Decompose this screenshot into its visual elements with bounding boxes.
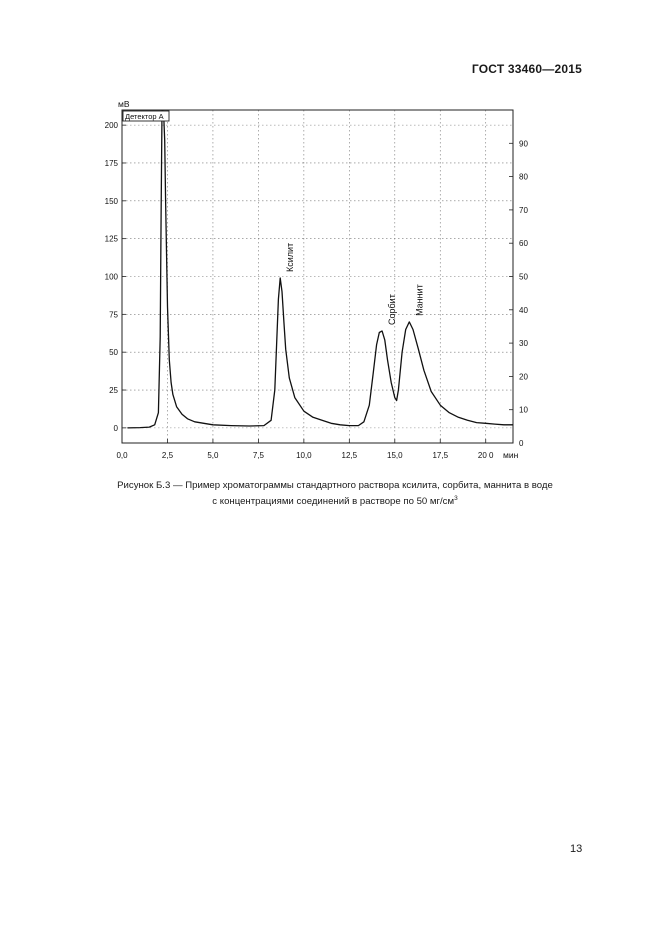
- detector-legend-box: Детектор А: [122, 110, 170, 122]
- y-right-tick-label: 80: [519, 173, 528, 182]
- y-right-tick-label: 40: [519, 306, 528, 315]
- y-tick-label: 125: [105, 235, 119, 244]
- x-tick-label: 0,0: [116, 451, 128, 460]
- y-tick-label: 75: [109, 310, 118, 319]
- detector-legend-frame: [122, 110, 170, 122]
- page-number: 13: [570, 843, 583, 855]
- x-tick-label: 12,5: [342, 451, 358, 460]
- y-tick-label: 175: [105, 159, 119, 168]
- x-axis-label: мин: [503, 450, 519, 460]
- y-right-tick-label: 0: [519, 439, 524, 448]
- y-tick-label: 25: [109, 386, 118, 395]
- detector-legend-label: Детектор А: [125, 112, 164, 121]
- x-tick-label: 15,0: [387, 451, 403, 460]
- y-tick-label: 50: [109, 348, 118, 357]
- y-right-tick-label: 10: [519, 406, 528, 415]
- y-right-tick-label: 20: [519, 372, 528, 381]
- x-tick-label: 7,5: [253, 451, 265, 460]
- y-right-tick-label: 90: [519, 139, 528, 148]
- y-tick-label: 100: [105, 273, 119, 282]
- peak-label: Сорбит: [387, 294, 397, 325]
- x-tick-label: 20 0: [478, 451, 494, 460]
- y-tick-label: 200: [105, 121, 119, 130]
- y-tick-label: 0: [114, 424, 119, 433]
- caption-line-2: с концентрациями соединений в растворе п…: [212, 496, 455, 508]
- x-tick-label: 5,0: [207, 451, 219, 460]
- caption-line-2-wrap: с концентрациями соединений в растворе п…: [60, 492, 610, 508]
- document-code: ГОСТ 33460—2015: [471, 62, 582, 76]
- y-right-tick-label: 60: [519, 239, 528, 248]
- grid-layer: [122, 110, 513, 443]
- x-tick-label: 17,5: [432, 451, 448, 460]
- y-right-tick-label: 30: [519, 339, 528, 348]
- figure-caption: Рисунок Б.3 — Пример хроматограммы станд…: [60, 479, 610, 508]
- x-tick-label: 10,0: [296, 451, 312, 460]
- y-tick-label: 150: [105, 197, 119, 206]
- x-tick-label: 2,5: [162, 451, 174, 460]
- chromatogram-trace: [127, 110, 513, 429]
- y-axis-label: мВ: [118, 99, 130, 109]
- y-right-tick-label: 70: [519, 206, 528, 215]
- caption-line-1: Рисунок Б.3 — Пример хроматограммы станд…: [117, 480, 553, 491]
- peak-label: Ксилит: [285, 243, 295, 272]
- caption-superscript: 3: [454, 495, 458, 502]
- peak-label: Маннит: [414, 284, 424, 316]
- peak-label-layer: Ксилит Сорбит Маннит: [285, 243, 424, 325]
- y-right-tick-label: 50: [519, 273, 528, 282]
- chromatogram-chart: 0 25 50 75 100 125 150 175 200 0,0 2,5 5,0 7,5 10,0 12…: [105, 99, 529, 460]
